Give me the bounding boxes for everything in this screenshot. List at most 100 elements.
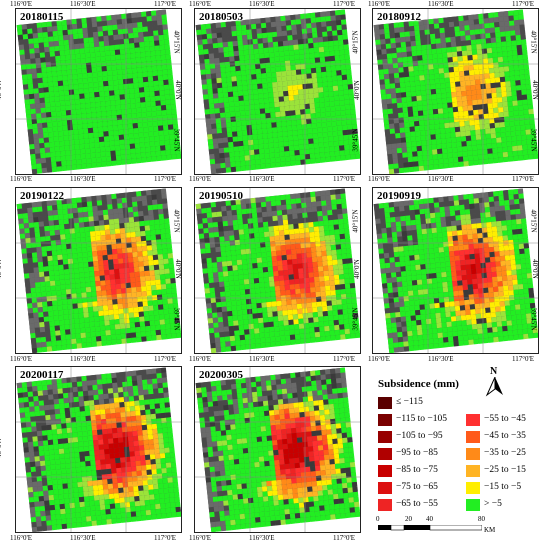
lon-tick-label: 116°0'E (10, 534, 33, 542)
legend-swatch (466, 465, 480, 477)
subsidence-map (373, 9, 538, 174)
north-label: N (490, 366, 498, 377)
panel-date: 20180503 (199, 11, 243, 23)
scale-tick-label: 20 (405, 515, 412, 523)
legend-swatch (466, 482, 480, 494)
map-panel: 20180912 (372, 8, 539, 175)
lat-tick-label: 40°0'N (0, 80, 3, 100)
subsidence-map (16, 9, 181, 174)
lat-tick-label: 39°45'N (351, 128, 360, 152)
subsidence-map (195, 367, 360, 532)
legend-label: −115 to −105 (396, 414, 448, 424)
lon-tick-label: 116°0'E (10, 0, 33, 8)
lon-tick-label: 116°0'E (189, 355, 212, 363)
legend-label: −35 to −25 (484, 448, 526, 458)
lon-tick-label: 116°0'E (10, 175, 33, 183)
panel-date: 20190122 (20, 190, 64, 202)
panel-date: 20180912 (377, 11, 421, 23)
panel-date: 20190510 (199, 190, 243, 202)
lon-tick-label: 116°0'E (189, 534, 212, 542)
panel-date: 20190919 (377, 190, 421, 202)
lon-tick-label: 117°0'E (333, 534, 356, 542)
lat-tick-label: 40°0'N (530, 259, 539, 279)
lon-tick-label: 117°0'E (512, 175, 535, 183)
lat-tick-label: 40°15'N (172, 30, 181, 54)
lat-tick-label: 39°45'N (172, 307, 181, 331)
lat-tick-label: 39°45'N (529, 307, 538, 331)
scale-tick-label: 40 (426, 515, 433, 523)
legend-label: −65 to −55 (396, 499, 438, 509)
legend-swatch (378, 397, 392, 409)
subsidence-map (195, 9, 360, 174)
lon-tick-label: 117°0'E (512, 0, 535, 8)
lon-tick-label: 116°30'E (428, 0, 454, 8)
lon-tick-label: 116°30'E (249, 534, 275, 542)
lat-tick-label: 40°0'N (0, 438, 3, 458)
lon-tick-label: 116°0'E (189, 0, 212, 8)
map-panel: 20200305 (194, 366, 361, 533)
lat-tick-label: 40°15'N (0, 388, 2, 411)
lon-tick-label: 116°30'E (70, 175, 96, 183)
lon-tick-label: 116°0'E (189, 175, 212, 183)
lat-tick-label: 39°45'N (529, 128, 538, 152)
scale-bar (378, 525, 482, 531)
lon-tick-label: 117°0'E (154, 0, 177, 8)
legend-label: > −5 (484, 499, 502, 509)
legend-label: −15 to −5 (484, 482, 522, 492)
legend-swatch (466, 499, 480, 511)
legend-label: −95 to −85 (396, 448, 438, 458)
legend-label: −105 to −95 (396, 431, 443, 441)
lat-tick-label: 40°15'N (351, 30, 360, 54)
lon-tick-label: 117°0'E (154, 175, 177, 183)
lat-tick-label: 40°15'N (529, 30, 538, 54)
lat-tick-label: 40°0'N (352, 259, 361, 279)
lat-tick-label: 40°0'N (173, 80, 182, 100)
lon-tick-label: 116°30'E (249, 175, 275, 183)
legend-label: −25 to −15 (484, 465, 526, 475)
panel-date: 20200305 (199, 369, 243, 381)
lat-tick-label: 39°45'N (0, 486, 2, 509)
map-panel: 20180503 (194, 8, 361, 175)
panel-date: 20200117 (20, 369, 64, 381)
lat-tick-label: 40°15'N (351, 209, 360, 233)
legend-label: −75 to −65 (396, 482, 438, 492)
lon-tick-label: 116°30'E (70, 534, 96, 542)
subsidence-map (373, 188, 538, 353)
lon-tick-label: 116°30'E (249, 355, 275, 363)
lon-tick-label: 116°30'E (428, 355, 454, 363)
legend-label: −55 to −45 (484, 414, 526, 424)
legend-swatch (378, 465, 392, 477)
lon-tick-label: 116°0'E (368, 175, 391, 183)
legend-label: −85 to −75 (396, 465, 438, 475)
subsidence-map (16, 367, 181, 532)
scale-unit-label: KM (484, 526, 496, 534)
lon-tick-label: 117°0'E (333, 175, 356, 183)
lon-tick-label: 116°30'E (249, 0, 275, 8)
lon-tick-label: 116°0'E (368, 0, 391, 8)
lon-tick-label: 116°30'E (428, 175, 454, 183)
legend-swatch (378, 482, 392, 494)
legend-title: Subsidence (mm) (378, 378, 459, 390)
lon-tick-label: 117°0'E (154, 534, 177, 542)
lat-tick-label: 40°15'N (0, 30, 2, 53)
lat-tick-label: 40°0'N (173, 259, 182, 279)
lat-tick-label: 40°0'N (352, 80, 361, 100)
lon-tick-label: 116°30'E (70, 355, 96, 363)
legend-swatch (466, 431, 480, 443)
map-panel: 20190510 (194, 187, 361, 354)
legend-label: ≤ −115 (396, 397, 423, 407)
lat-tick-label: 40°0'N (0, 259, 3, 279)
panel-date: 20180115 (20, 11, 64, 23)
lon-tick-label: 117°0'E (154, 355, 177, 363)
lat-tick-label: 39°45'N (0, 307, 2, 330)
lat-tick-label: 39°45'N (351, 307, 360, 331)
lon-tick-label: 117°0'E (512, 355, 535, 363)
legend-swatch (466, 448, 480, 460)
lat-tick-label: 40°15'N (0, 209, 2, 232)
subsidence-map (16, 188, 181, 353)
lon-tick-label: 116°0'E (368, 355, 391, 363)
legend-swatch (378, 499, 392, 511)
lon-tick-label: 117°0'E (333, 0, 356, 8)
lat-tick-label: 40°0'N (530, 80, 539, 100)
lat-tick-label: 39°45'N (0, 128, 2, 151)
